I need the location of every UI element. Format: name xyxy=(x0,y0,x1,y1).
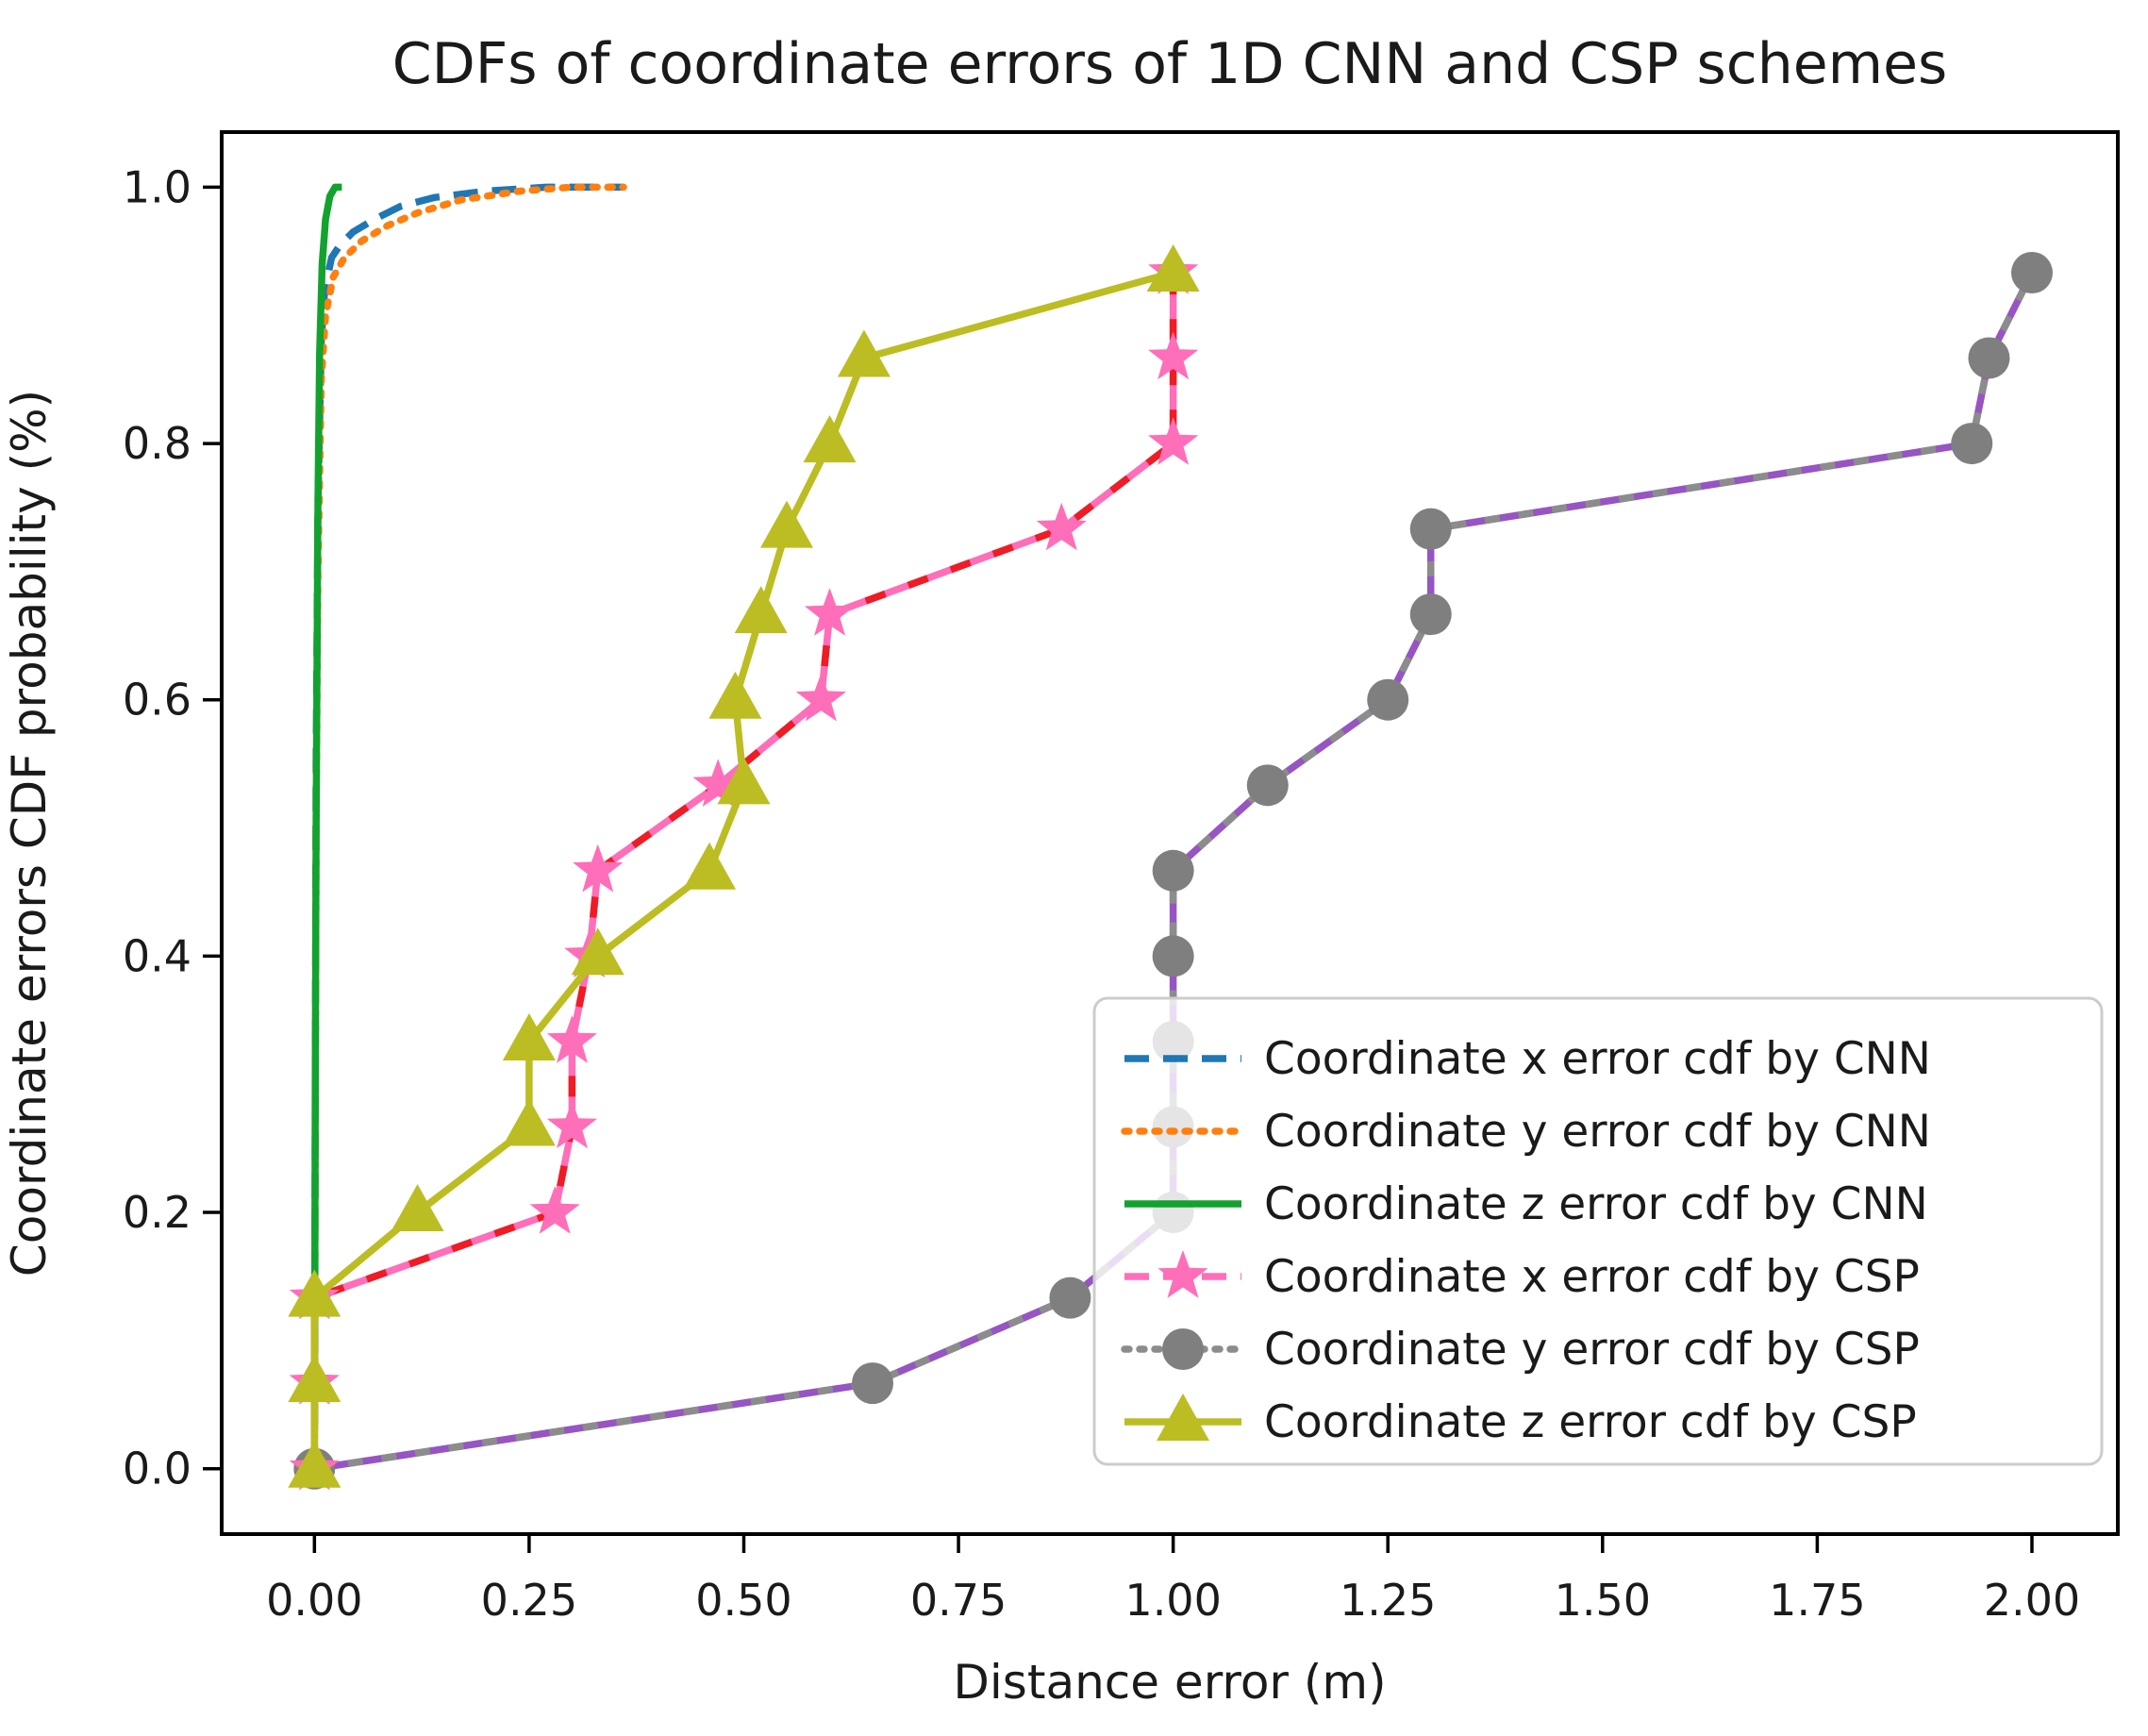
legend-label: Coordinate y error cdf by CNN xyxy=(1264,1106,1931,1158)
star-marker xyxy=(1036,502,1087,551)
csp_x-line xyxy=(310,273,1177,1469)
csp_z-line xyxy=(310,269,1174,1469)
x-tick-label: 0.00 xyxy=(266,1575,362,1626)
circle-marker xyxy=(1367,678,1409,721)
x-tick-label: 0.75 xyxy=(910,1575,1007,1626)
legend-label: Coordinate z error cdf by CNN xyxy=(1264,1178,1928,1230)
triangle-marker xyxy=(683,842,737,890)
x-tick-label: 1.25 xyxy=(1340,1575,1436,1626)
legend-row-csp_x: Coordinate x error cdf by CSP xyxy=(1124,1250,1920,1303)
triangle-marker xyxy=(288,1440,341,1488)
legend-row-cnn_z: Coordinate z error cdf by CNN xyxy=(1124,1178,1928,1230)
x-tick-label: 0.50 xyxy=(695,1575,791,1626)
y-tick-label: 0.6 xyxy=(123,675,191,726)
x-tick-label: 0.25 xyxy=(481,1575,577,1626)
triangle-marker xyxy=(288,1355,341,1403)
star-marker xyxy=(804,588,856,636)
legend-label: Coordinate x error cdf by CNN xyxy=(1264,1033,1931,1085)
triangle-marker xyxy=(502,1098,556,1146)
star-marker xyxy=(1148,417,1199,465)
circle-marker xyxy=(1409,508,1452,550)
star-marker xyxy=(692,759,743,807)
triangle-marker xyxy=(708,671,762,719)
legend-row-csp_y: Coordinate y error cdf by CSP xyxy=(1121,1324,1920,1376)
legend-label: Coordinate z error cdf by CSP xyxy=(1264,1396,1917,1448)
star-marker xyxy=(529,1186,580,1234)
star-marker xyxy=(795,673,846,722)
series-cnn_z xyxy=(310,183,342,1469)
y-tick-label: 0.0 xyxy=(123,1444,191,1494)
legend-row-cnn_x: Coordinate x error cdf by CNN xyxy=(1124,1033,1931,1085)
x-tick-label: 1.75 xyxy=(1769,1575,1865,1626)
star-marker xyxy=(546,1015,597,1063)
triangle-marker xyxy=(1157,1394,1209,1441)
triangle-marker xyxy=(391,1184,444,1232)
circle-marker xyxy=(1246,764,1289,807)
circle-marker xyxy=(1162,1328,1204,1370)
legend-label: Coordinate y error cdf by CSP xyxy=(1264,1324,1920,1376)
cnn_x-line xyxy=(310,183,624,1469)
x-tick-label: 1.50 xyxy=(1555,1575,1651,1626)
cnn_y-line xyxy=(310,183,627,1473)
series-cnn_y xyxy=(310,183,627,1473)
series-cnn_x xyxy=(310,183,624,1469)
cnn_z-line xyxy=(310,183,342,1469)
circle-marker xyxy=(1409,593,1452,636)
y-axis-label: Coordinate errors CDF probability (%) xyxy=(2,390,57,1277)
legend-row-cnn_y: Coordinate y error cdf by CNN xyxy=(1121,1106,1931,1158)
plot-border xyxy=(220,130,2120,1536)
circle-marker xyxy=(2010,252,2053,294)
y-tick-label: 0.2 xyxy=(123,1187,191,1238)
star-marker xyxy=(1157,1250,1208,1298)
triangle-marker xyxy=(1146,244,1200,292)
triangle-marker xyxy=(571,927,624,976)
triangle-marker xyxy=(759,500,813,548)
x-axis-label: Distance error (m) xyxy=(953,1655,1386,1710)
y-tick-label: 1.0 xyxy=(123,161,191,212)
circle-marker xyxy=(1152,935,1194,977)
axes-layer: 0.00 0.25 0.50 0.75 1.00 1.25 1.50 1.75 2.00 0.0 0… xyxy=(123,130,2120,1626)
circle-marker xyxy=(1968,337,2010,379)
y-tick-label: 0.4 xyxy=(123,930,191,981)
star-marker xyxy=(1148,331,1199,380)
triangle-marker xyxy=(502,1012,556,1060)
star-marker xyxy=(573,843,624,893)
legend-label: Coordinate x error cdf by CSP xyxy=(1264,1251,1920,1303)
circle-marker xyxy=(1049,1277,1091,1319)
x-tick-label: 1.00 xyxy=(1124,1575,1221,1626)
y-tick-label: 0.8 xyxy=(123,418,191,469)
series-csp_z xyxy=(288,244,1200,1488)
x-tick-label: 2.00 xyxy=(1984,1575,2080,1626)
chart-title: CDFs of coordinate errors of 1D CNN and … xyxy=(392,31,1948,97)
legend-box xyxy=(1092,996,2104,1466)
triangle-marker xyxy=(803,415,857,463)
csp_x-overlay-line xyxy=(310,273,1177,1469)
triangle-marker xyxy=(837,329,891,377)
triangle-marker xyxy=(288,1269,341,1317)
legend: Coordinate x error cdf by CNN Coordinate … xyxy=(1092,996,2104,1466)
circle-marker xyxy=(1951,423,1993,465)
triangle-marker xyxy=(734,586,788,634)
legend-row-csp_z: Coordinate z error cdf by CSP xyxy=(1124,1394,1917,1448)
triangle-marker xyxy=(717,757,771,805)
circle-marker xyxy=(1152,849,1194,892)
star-marker xyxy=(546,1100,597,1149)
circle-marker xyxy=(852,1362,894,1405)
